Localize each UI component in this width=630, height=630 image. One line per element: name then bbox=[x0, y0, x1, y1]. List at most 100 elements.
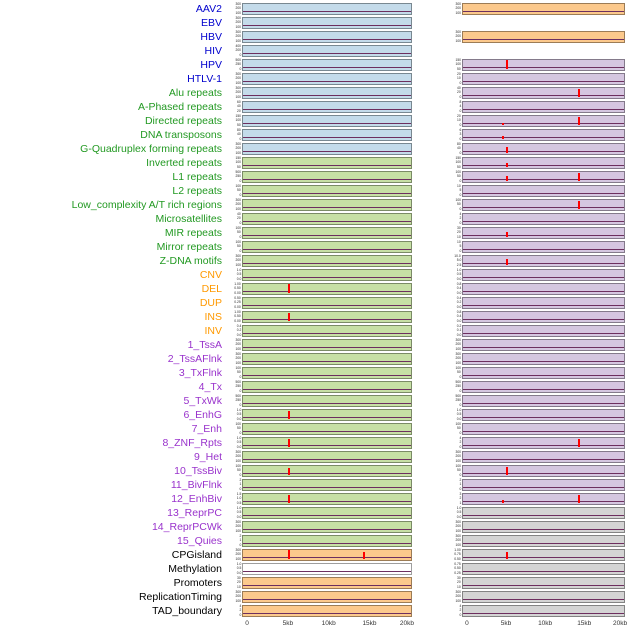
profile-baseline bbox=[463, 361, 624, 362]
track-row: Low_complexity A/T rich regions 300 200 100… bbox=[0, 198, 630, 212]
y-axis-tick-label: 2.5 bbox=[456, 263, 461, 267]
row-label: Promoters bbox=[173, 577, 222, 589]
y-axis-tick-label: 200 bbox=[235, 594, 241, 599]
y-axis-tick-label: 250 bbox=[455, 398, 461, 403]
y-axis-tick-label: 1.0 bbox=[456, 268, 461, 272]
profile-baseline bbox=[243, 95, 411, 96]
track-row: Directed repeats 150 100 50 20 10 0 bbox=[0, 114, 630, 128]
y-axis-ticks-right: 0.4 0.2 0.0 bbox=[445, 297, 462, 309]
y-axis-tick-label: 0.5 bbox=[236, 440, 241, 445]
y-axis-tick-label: 200 bbox=[235, 6, 241, 11]
y-axis-tick-label: 50 bbox=[237, 244, 241, 249]
y-axis-ticks-left: 1.0 0.5 0.0 bbox=[225, 437, 242, 449]
row-label: CNV bbox=[199, 269, 222, 281]
profile-baseline bbox=[463, 263, 624, 264]
y-axis-tick-label: 50 bbox=[237, 165, 241, 169]
column-gap bbox=[412, 199, 445, 211]
y-axis-tick-label: 1 bbox=[459, 501, 461, 505]
y-axis-tick-label: 4 bbox=[459, 212, 461, 216]
y-axis-tick-label: 100 bbox=[235, 347, 241, 351]
track-panel-right bbox=[462, 59, 625, 71]
track-row: ReplicationTiming 300 200 100 300 200 100 bbox=[0, 590, 630, 604]
profile-baseline bbox=[463, 585, 624, 586]
y-axis-tick-label: 100 bbox=[455, 529, 461, 533]
x-axis-right-column: 0 5kb 10kb 15kb 20kb bbox=[462, 620, 627, 630]
row-label: DEL bbox=[201, 283, 222, 295]
y-axis-tick-label: 300 bbox=[235, 16, 241, 20]
column-gap bbox=[412, 465, 445, 477]
track-panel-right bbox=[462, 423, 625, 435]
y-axis-tick-label: 0 bbox=[459, 445, 461, 449]
row-label: EBV bbox=[200, 17, 222, 29]
y-axis-ticks-left: 1.00 0.50 0.00 bbox=[225, 311, 242, 323]
y-axis-tick-label: 1.0 bbox=[236, 436, 241, 440]
profile-baseline bbox=[463, 347, 624, 348]
track-panel-left bbox=[242, 437, 412, 449]
y-axis-ticks-right: 500 250 0 bbox=[445, 381, 462, 393]
y-axis-tick-label: 50 bbox=[457, 165, 461, 169]
track-panel-right bbox=[462, 297, 625, 309]
profile-baseline bbox=[243, 39, 411, 40]
signal-spike bbox=[505, 163, 509, 167]
x-axis-tick-label: 20kb bbox=[399, 620, 414, 627]
track-panel-right-empty bbox=[462, 45, 625, 57]
y-axis-tick-label: 200 bbox=[455, 454, 461, 459]
y-axis-ticks-right: 40 20 0 bbox=[445, 87, 462, 99]
y-axis-ticks-left: 100 50 0 bbox=[225, 423, 242, 435]
y-axis-tick-label: 100 bbox=[235, 151, 241, 155]
y-axis-tick-label: 200 bbox=[235, 454, 241, 459]
profile-baseline bbox=[243, 25, 411, 26]
track-panel-left bbox=[242, 549, 412, 561]
track-panel-left bbox=[242, 535, 412, 547]
y-axis-ticks-right: 0.2 0.1 0.0 bbox=[445, 325, 462, 337]
signal-spike bbox=[501, 136, 505, 139]
track-row: 14_ReprPCWk 300 200 100 300 200 100 bbox=[0, 520, 630, 534]
y-axis-tick-label: 200 bbox=[235, 146, 241, 151]
y-axis-tick-label: 250 bbox=[455, 384, 461, 389]
y-axis-tick-label: 0 bbox=[459, 249, 461, 253]
y-axis-tick-label: 200 bbox=[455, 34, 461, 39]
y-axis-tick-label: 1 bbox=[459, 482, 461, 487]
y-axis-ticks-left: 100 50 0 bbox=[225, 227, 242, 239]
track-panel-right bbox=[462, 171, 625, 183]
y-axis-tick-label: 0 bbox=[239, 67, 241, 71]
y-axis-tick-label: 0.4 bbox=[236, 324, 241, 328]
y-axis-ticks-right: 150 100 50 bbox=[445, 157, 462, 169]
row-label: HPV bbox=[200, 59, 222, 71]
profile-baseline bbox=[243, 165, 411, 166]
x-axis-left-column: 0 5kb 10kb 15kb 20kb bbox=[242, 620, 414, 630]
track-panel-left bbox=[242, 255, 412, 267]
track-row: INS 1.00 0.50 0.00 0.8 0.4 0.0 bbox=[0, 310, 630, 324]
y-axis-tick-label: 100 bbox=[455, 599, 461, 603]
track-panel-left bbox=[242, 17, 412, 29]
y-axis-tick-label: 0.0 bbox=[456, 417, 461, 421]
y-axis-tick-label: 0 bbox=[239, 613, 241, 617]
track-panel-right bbox=[462, 493, 625, 505]
y-axis-ticks-left: 500 250 0 bbox=[225, 171, 242, 183]
y-axis-tick-label: 20 bbox=[457, 114, 461, 118]
row-label: 3_TxFlnk bbox=[178, 367, 222, 379]
y-axis-tick-label: 50 bbox=[457, 202, 461, 207]
y-axis-tick-label: 250 bbox=[235, 174, 241, 179]
y-axis-tick-label: 100 bbox=[455, 198, 461, 202]
track-row: 3_TxFlnk 100 50 0 100 50 0 bbox=[0, 366, 630, 380]
y-axis-tick-label: 300 bbox=[455, 338, 461, 342]
y-axis-ticks-left: 500 250 0 bbox=[225, 395, 242, 407]
profile-baseline bbox=[243, 361, 411, 362]
signal-spike bbox=[577, 116, 581, 125]
row-label: HTLV-1 bbox=[187, 73, 222, 85]
y-axis-tick-label: 0 bbox=[239, 53, 241, 57]
track-panel-left bbox=[242, 493, 412, 505]
y-axis-tick-label: 100 bbox=[235, 263, 241, 267]
track-panel-right bbox=[462, 283, 625, 295]
track-panel-left bbox=[242, 367, 412, 379]
profile-baseline bbox=[463, 613, 624, 614]
profile-baseline bbox=[463, 291, 624, 292]
track-row: DNA transposons 80 40 0 6 3 0 bbox=[0, 128, 630, 142]
profile-baseline bbox=[243, 137, 411, 138]
signal-spike bbox=[505, 232, 509, 237]
